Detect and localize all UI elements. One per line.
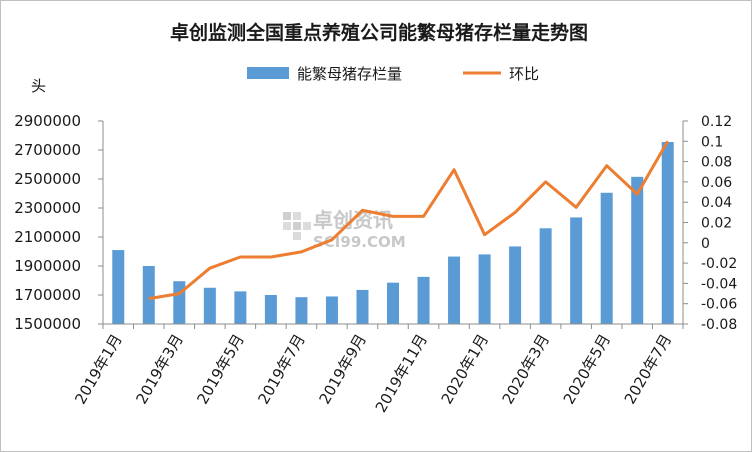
unit-label: 头	[31, 77, 46, 95]
x-tick-label: 2019年11月	[372, 331, 431, 416]
bar-2020年3月	[539, 228, 552, 324]
bar-2020年6月	[631, 176, 644, 324]
y-left-tick-label: 1500000	[14, 315, 81, 333]
y-right-tick-label: 0.12	[701, 114, 732, 130]
legend-label-bar: 能繁母猪存栏量	[297, 65, 402, 83]
bar-2019年9月	[356, 289, 369, 324]
line-series	[148, 140, 669, 301]
bar-series	[112, 142, 674, 324]
y-left-tick-label: 2700000	[14, 141, 81, 159]
y-left-tick-label: 1900000	[14, 257, 81, 275]
bar-2019年8月	[325, 296, 338, 324]
y-left-tick-label: 2500000	[14, 170, 81, 188]
x-tick-label: 2020年3月	[499, 331, 553, 407]
bar-2019年1月	[112, 250, 125, 324]
bar-2020年5月	[600, 192, 613, 324]
legend: 能繁母猪存栏量 环比	[247, 65, 539, 83]
x-tick-label: 2020年1月	[438, 331, 492, 407]
y-left-tick-label: 1700000	[14, 286, 81, 304]
y-left-tick-label: 2300000	[14, 199, 81, 217]
y-right-tick-label: 0.02	[701, 216, 732, 232]
y-right-tick-label: 0.1	[701, 134, 723, 150]
y-right-tick-label: -0.06	[701, 297, 737, 313]
bar-2019年6月	[264, 295, 277, 324]
mom-line	[148, 140, 669, 301]
y-left-tick-label: 2100000	[14, 228, 81, 246]
x-tick-label: 2019年9月	[315, 331, 369, 407]
watermark-logo-icon	[283, 212, 311, 240]
legend-label-line: 环比	[509, 65, 539, 83]
bar-2019年7月	[295, 297, 308, 324]
bar-2019年4月	[203, 287, 216, 324]
x-tick-label: 2019年3月	[132, 331, 186, 407]
y-right-tick-label: 0	[701, 236, 710, 252]
bar-2019年2月	[142, 266, 155, 324]
x-tick-label: 2019年1月	[71, 331, 125, 407]
chart-title: 卓创监测全国重点养殖公司能繁母猪存栏量走势图	[170, 21, 588, 44]
bar-2019年10月	[387, 282, 399, 324]
bar-2020年7月	[661, 142, 674, 324]
bar-2020年4月	[570, 217, 583, 324]
bar-2020年1月	[478, 254, 491, 324]
y-right-tick-label: 0.04	[701, 195, 732, 211]
bar-2019年11月	[417, 276, 430, 324]
y-right-tick-label: -0.02	[701, 256, 737, 272]
y-left-tick-label: 2900000	[14, 112, 81, 130]
x-tick-label: 2020年7月	[621, 331, 675, 407]
y-right-tick-label: 0.06	[701, 175, 732, 191]
x-tick-label: 2019年5月	[193, 331, 247, 407]
bar-2020年2月	[509, 246, 522, 324]
y-right-tick-label: -0.04	[701, 276, 737, 292]
bar-2019年5月	[234, 291, 247, 324]
x-tick-label: 2020年5月	[560, 331, 614, 407]
bar-2019年12月	[448, 256, 461, 324]
bar-2019年3月	[173, 281, 186, 324]
legend-swatch-bar	[247, 67, 289, 79]
y-right-tick-label: 0.08	[701, 155, 732, 171]
y-right-tick-label: -0.08	[701, 317, 737, 333]
x-tick-label: 2019年7月	[254, 331, 308, 407]
